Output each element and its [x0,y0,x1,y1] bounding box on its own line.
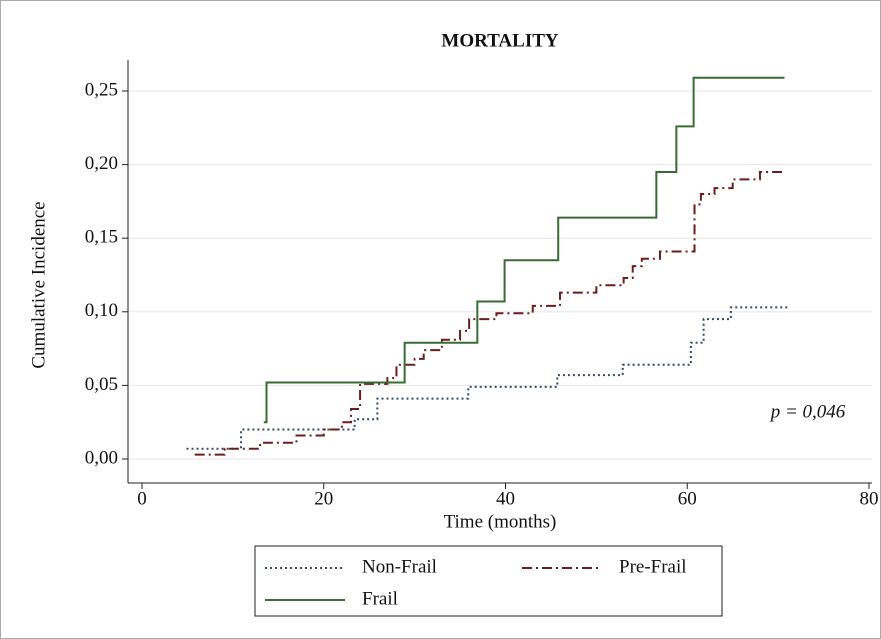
y-tick-label: 0,10 [85,300,118,321]
y-tick-label: 0,25 [85,79,118,100]
x-tick-label: 20 [314,488,333,509]
x-tick-label: 40 [496,488,515,509]
y-tick-label: 0,00 [85,447,118,468]
y-tick-label: 0,15 [85,227,118,248]
y-axis-label: Cumulative Incidence [28,201,49,368]
annotation: p = 0,046 [769,401,846,422]
legend-label: Frail [362,588,398,609]
x-tick-label: 60 [678,488,697,509]
legend-label: Non-Frail [362,556,437,577]
y-tick-label: 0,20 [85,153,118,174]
x-axis-label: Time (months) [444,511,557,532]
y-tick-label: 0,05 [85,374,118,395]
x-tick-label: 0 [137,488,147,509]
series-line [194,170,785,456]
legend-label: Pre-Frail [619,556,687,577]
legend-box [254,545,723,617]
chart-title: MORTALITY [441,30,558,51]
series-line [263,76,785,424]
x-tick-label: 80 [860,488,879,509]
